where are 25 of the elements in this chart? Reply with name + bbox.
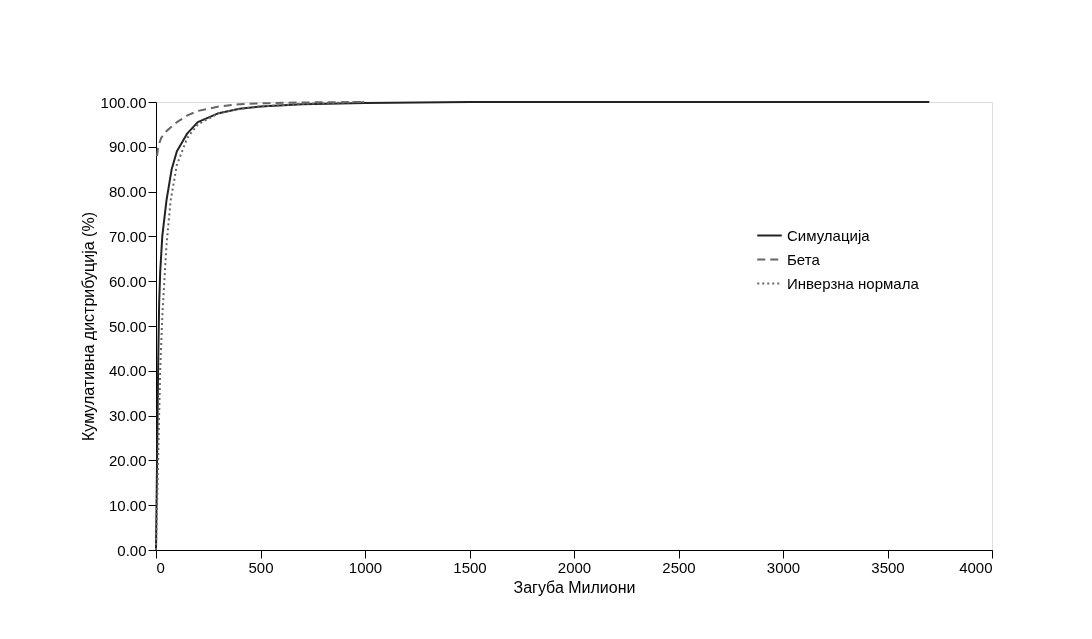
x-tick-label: 3000 (766, 558, 801, 576)
y-axis-title: Кумулативна дистрибуција (%) (79, 212, 97, 441)
y-tick-label: 100.00 (100, 93, 147, 111)
legend-label: Симулација (787, 226, 871, 244)
y-tick-label: 70.00 (108, 227, 147, 245)
x-axis-title: Загуба Милиони (513, 578, 636, 596)
y-tick-label: 90.00 (108, 138, 147, 156)
y-tick-label: 60.00 (108, 272, 147, 290)
y-tick-label: 50.00 (108, 317, 147, 335)
x-tick-label: 1500 (453, 558, 487, 576)
x-tick-label: 0 (156, 558, 165, 576)
y-tick-label: 80.00 (108, 183, 147, 201)
legend-label: Инверзна нормала (787, 274, 920, 292)
legend-label: Бета (787, 250, 821, 268)
x-tick-label: 2000 (557, 558, 592, 576)
x-tick-label: 3500 (871, 558, 905, 576)
y-tick-label: 20.00 (108, 451, 147, 469)
x-tick-label: 1000 (348, 558, 383, 576)
y-tick-label: 30.00 (108, 407, 147, 425)
x-tick-label: 4000 (959, 558, 993, 576)
y-tick-label: 40.00 (108, 362, 147, 380)
y-tick-label: 10.00 (108, 496, 147, 514)
y-tick-label: 0.00 (117, 541, 147, 559)
x-tick-label: 2500 (662, 558, 696, 576)
x-tick-label: 500 (248, 558, 274, 576)
